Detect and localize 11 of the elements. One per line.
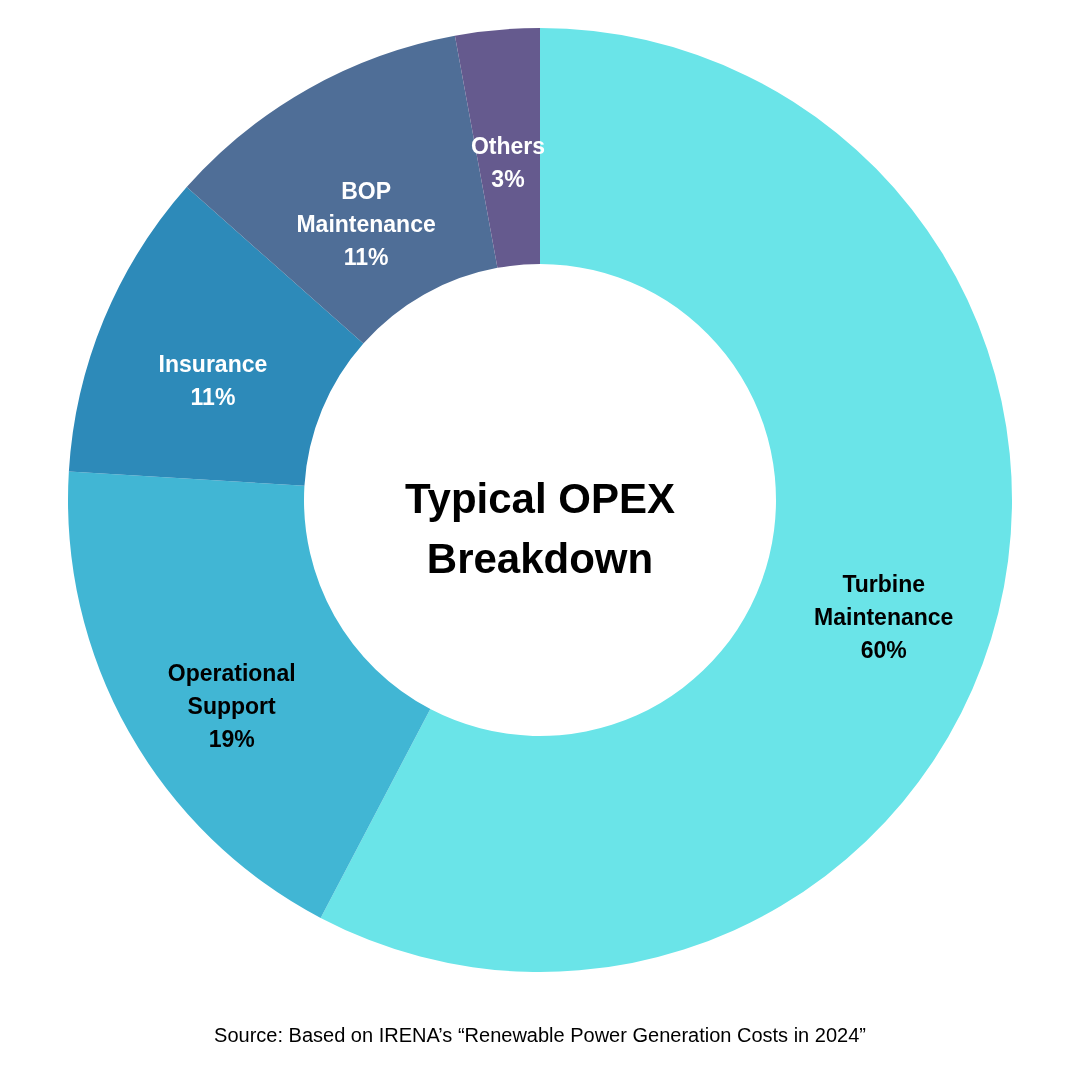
data-label: 60% <box>860 636 907 663</box>
data-label: 11% <box>190 383 236 410</box>
data-label: 3% <box>491 166 525 193</box>
source-note: Source: Based on IRENA’s “Renewable Power Generation Costs in 2024” <box>214 1024 866 1046</box>
slice-label: Operational Support <box>167 659 296 719</box>
data-label: 19% <box>208 725 255 752</box>
slice-label: BOP Maintenance <box>296 177 436 237</box>
text: Typical OPEX Breakdown <box>405 475 675 582</box>
slice-label: Insurance <box>158 350 268 377</box>
slice-label: Turbine Maintenance <box>814 570 954 630</box>
data-label: 11% <box>343 243 389 270</box>
